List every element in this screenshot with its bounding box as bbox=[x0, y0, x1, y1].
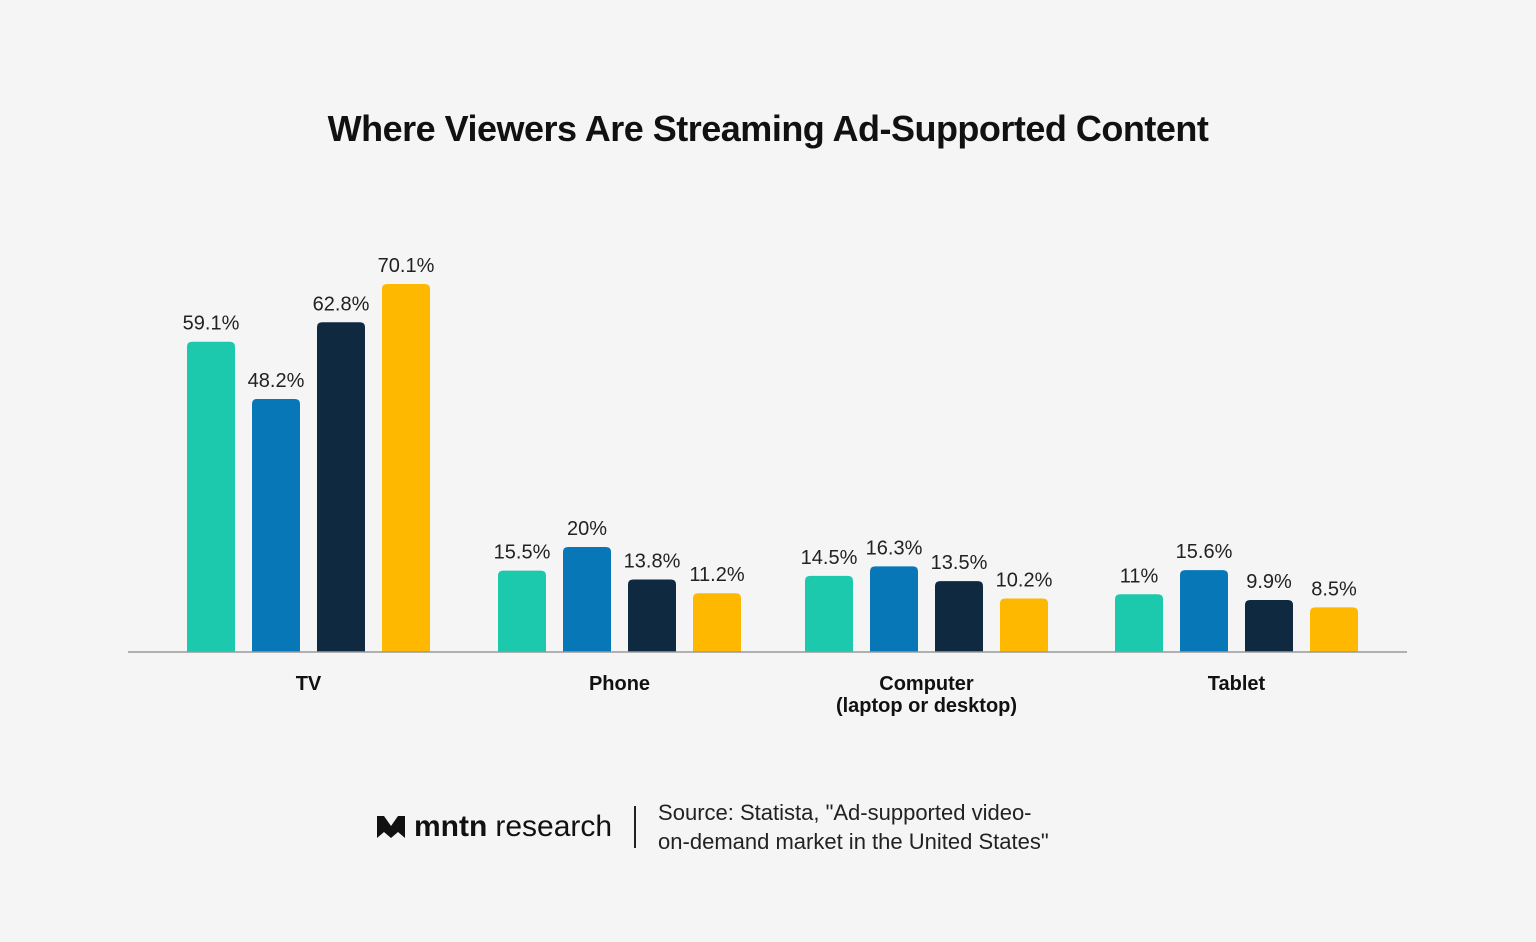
brand-suffix: research bbox=[495, 810, 613, 843]
x-tick-label: Phone bbox=[589, 673, 650, 695]
data-label: 15.6% bbox=[1176, 541, 1233, 563]
bar bbox=[563, 547, 611, 652]
source-line-2: on-demand market in the United States" bbox=[658, 829, 1049, 854]
bar bbox=[935, 581, 983, 652]
data-label: 59.1% bbox=[183, 313, 240, 335]
data-label: 9.9% bbox=[1246, 571, 1292, 593]
data-label: 13.5% bbox=[931, 552, 988, 574]
source-line-1: Source: Statista, "Ad-supported video- bbox=[658, 800, 1032, 825]
data-label: 13.8% bbox=[624, 551, 681, 573]
x-tick-label: TV bbox=[296, 673, 322, 695]
bar bbox=[805, 575, 853, 652]
x-tick-label: Computer bbox=[879, 673, 974, 695]
bar bbox=[1115, 594, 1163, 652]
bar bbox=[1310, 607, 1358, 652]
bar bbox=[317, 322, 365, 652]
bar bbox=[1180, 570, 1228, 652]
bar bbox=[1000, 598, 1048, 652]
brand-name: mntn bbox=[414, 810, 488, 843]
data-label: 11.2% bbox=[689, 564, 744, 586]
source-note: Source: Statista, "Ad-supported video- o… bbox=[658, 798, 1158, 856]
data-label: 10.2% bbox=[996, 569, 1053, 591]
data-label: 11% bbox=[1120, 565, 1159, 587]
bar bbox=[187, 341, 235, 652]
x-tick-label: (laptop or desktop) bbox=[836, 695, 1017, 717]
bar bbox=[252, 398, 300, 652]
bar bbox=[1245, 600, 1293, 652]
data-label: 62.8% bbox=[313, 293, 370, 315]
data-label: 48.2% bbox=[248, 370, 305, 392]
data-label: 14.5% bbox=[801, 547, 858, 569]
bar bbox=[628, 579, 676, 652]
data-label: 15.5% bbox=[494, 542, 551, 564]
data-label: 16.3% bbox=[866, 537, 923, 559]
data-label: 70.1% bbox=[378, 255, 435, 277]
bar bbox=[498, 570, 546, 652]
x-tick-label: Tablet bbox=[1208, 673, 1266, 695]
data-label: 8.5% bbox=[1311, 578, 1357, 600]
brand-logo: mntn research bbox=[376, 810, 612, 844]
bar bbox=[870, 566, 918, 652]
bar bbox=[382, 283, 430, 652]
bar bbox=[693, 593, 741, 652]
footer: mntn research Source: Statista, "Ad-supp… bbox=[376, 798, 1158, 856]
mntn-logo-icon bbox=[377, 816, 405, 838]
divider bbox=[634, 806, 637, 848]
data-label: 20% bbox=[567, 518, 607, 540]
chart-title: Where Viewers Are Streaming Ad-Supported… bbox=[327, 108, 1209, 149]
